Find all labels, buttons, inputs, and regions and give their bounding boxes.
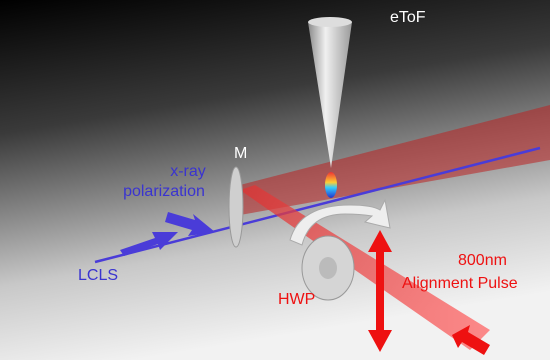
hwp-hole bbox=[319, 257, 337, 279]
etof-top bbox=[308, 17, 352, 27]
alignment-pulse-label: 800nm bbox=[458, 252, 507, 269]
mirror bbox=[229, 167, 243, 247]
alignment-pulse-label: Alignment Pulse bbox=[402, 275, 518, 292]
molecule bbox=[325, 172, 337, 198]
diagram: eToF M x-ray polarization LCLS HWP 800nm… bbox=[0, 0, 550, 360]
xray-polarization-label: x-ray bbox=[170, 163, 206, 180]
hwp-label: HWP bbox=[278, 291, 315, 308]
mirror-label: M bbox=[234, 145, 247, 162]
page: eToF M x-ray polarization LCLS HWP 800nm… bbox=[0, 0, 550, 360]
etof-label: eToF bbox=[390, 9, 426, 26]
xray-polarization-label: polarization bbox=[123, 183, 205, 200]
lcls-label: LCLS bbox=[78, 267, 118, 284]
